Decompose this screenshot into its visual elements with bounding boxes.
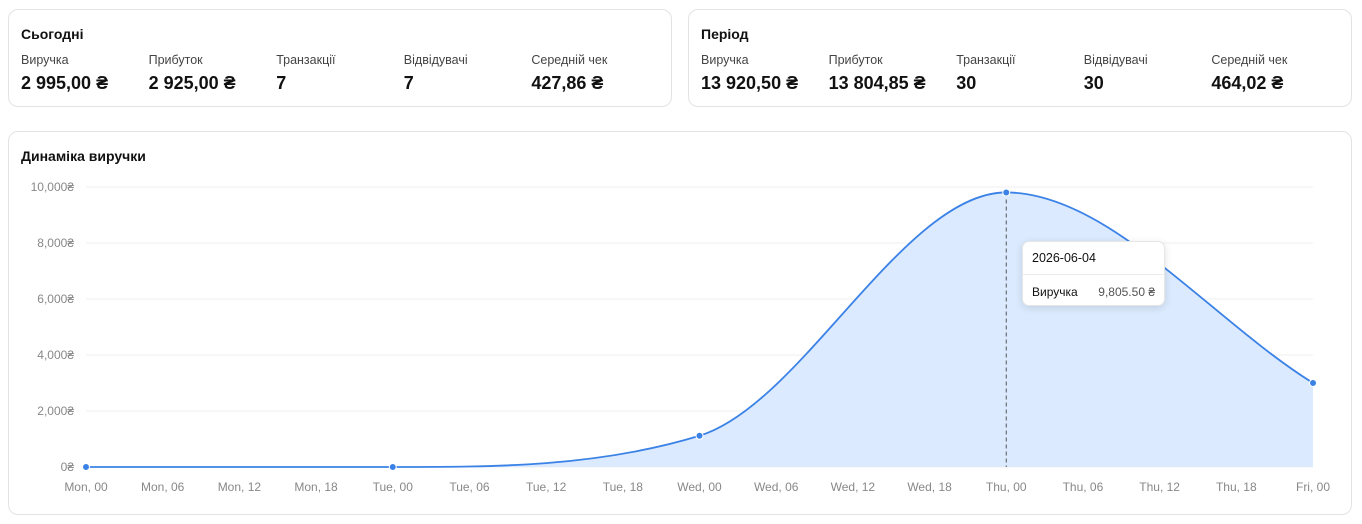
x-tick-label: Wed, 06 (754, 480, 799, 494)
y-tick-label: 6,000₴ (37, 292, 74, 306)
x-tick-label: Fri, 00 (1296, 480, 1330, 494)
x-tick-label: Wed, 00 (677, 480, 722, 494)
x-tick-label: Mon, 06 (141, 480, 185, 494)
tooltip-value: 9,805.50 ₴ (1098, 285, 1155, 299)
metric-value: 13 920,50 ₴ (701, 73, 799, 93)
x-tick-label: Tue, 12 (526, 480, 567, 494)
metric-label: Виручка (701, 53, 749, 67)
period-metrics: Виручка 13 920,50 ₴ Прибуток 13 804,85 ₴… (701, 53, 1339, 94)
x-tick-label: Tue, 06 (449, 480, 490, 494)
x-tick-label: Mon, 00 (64, 480, 108, 494)
period-metric-transactions: Транзакції 30 (956, 53, 1084, 94)
revenue-area (86, 192, 1313, 468)
today-metrics: Виручка 2 995,00 ₴ Прибуток 2 925,00 ₴ Т… (21, 53, 659, 94)
metric-value: 7 (403, 73, 414, 93)
x-tick-label: Wed, 18 (907, 480, 952, 494)
metric-value: 2 995,00 ₴ (21, 73, 109, 93)
tooltip-date: 2026-06-04 (1032, 251, 1096, 265)
today-metric-revenue: Виручка 2 995,00 ₴ (21, 53, 149, 94)
metric-label: Транзакції (276, 53, 336, 67)
today-metric-visitors: Відвідувачі 7 (404, 53, 532, 94)
tooltip-divider (1023, 274, 1164, 275)
x-tick-label: Thu, 12 (1139, 480, 1180, 494)
x-tick-label: Mon, 18 (294, 480, 338, 494)
metric-label: Середній чек (1211, 53, 1288, 67)
y-tick-label: 2,000₴ (37, 404, 74, 418)
y-tick-label: 4,000₴ (37, 348, 74, 362)
today-metric-average-check: Середній чек 427,86 ₴ (531, 53, 659, 94)
metric-label: Транзакції (956, 53, 1016, 67)
metric-label: Виручка (21, 53, 69, 67)
data-point (82, 463, 90, 471)
today-metric-profit: Прибуток 2 925,00 ₴ (149, 53, 277, 94)
metric-label: Середній чек (531, 53, 608, 67)
metric-value: 2 925,00 ₴ (148, 73, 236, 93)
y-tick-label: 8,000₴ (37, 236, 74, 250)
metric-label: Прибуток (828, 53, 883, 67)
chart-tooltip: 2026-06-04 Виручка 9,805.50 ₴ (1022, 241, 1165, 306)
x-tick-label: Wed, 12 (831, 480, 876, 494)
metric-value: 30 (1083, 73, 1104, 93)
today-card: Сьогодні Виручка 2 995,00 ₴ Прибуток 2 9… (8, 9, 672, 107)
tooltip-series-label: Виручка (1032, 285, 1078, 299)
x-tick-label: Tue, 18 (603, 480, 644, 494)
x-tick-label: Tue, 00 (373, 480, 414, 494)
data-point (1309, 379, 1317, 387)
data-point (388, 463, 397, 471)
revenue-chart-title: Динаміка виручки (21, 148, 146, 164)
data-point (695, 431, 704, 440)
period-metric-average-check: Середній чек 464,02 ₴ (1211, 53, 1339, 94)
metric-value: 13 804,85 ₴ (828, 73, 926, 93)
metric-value: 30 (956, 73, 977, 93)
x-tick-label: Thu, 00 (986, 480, 1027, 494)
metric-value: 464,02 ₴ (1211, 73, 1284, 93)
period-title: Період (701, 26, 749, 42)
metric-label: Відвідувачі (403, 53, 468, 67)
period-card: Період Виручка 13 920,50 ₴ Прибуток 13 8… (688, 9, 1352, 107)
y-tick-label: 10,000₴ (31, 180, 75, 194)
data-point (1002, 188, 1011, 197)
metric-value: 7 (276, 73, 287, 93)
y-tick-label: 0₴ (61, 460, 75, 474)
metric-value: 427,86 ₴ (531, 73, 604, 93)
period-metric-visitors: Відвідувачі 30 (1084, 53, 1212, 94)
revenue-line (85, 191, 1314, 468)
metric-label: Відвідувачі (1083, 53, 1148, 67)
today-title: Сьогодні (21, 26, 84, 42)
x-tick-label: Mon, 12 (218, 480, 262, 494)
metric-label: Прибуток (148, 53, 203, 67)
x-tick-label: Thu, 06 (1063, 480, 1104, 494)
x-tick-label: Thu, 18 (1216, 480, 1257, 494)
period-metric-profit: Прибуток 13 804,85 ₴ (829, 53, 957, 94)
period-metric-revenue: Виручка 13 920,50 ₴ (701, 53, 829, 94)
today-metric-transactions: Транзакції 7 (276, 53, 404, 94)
